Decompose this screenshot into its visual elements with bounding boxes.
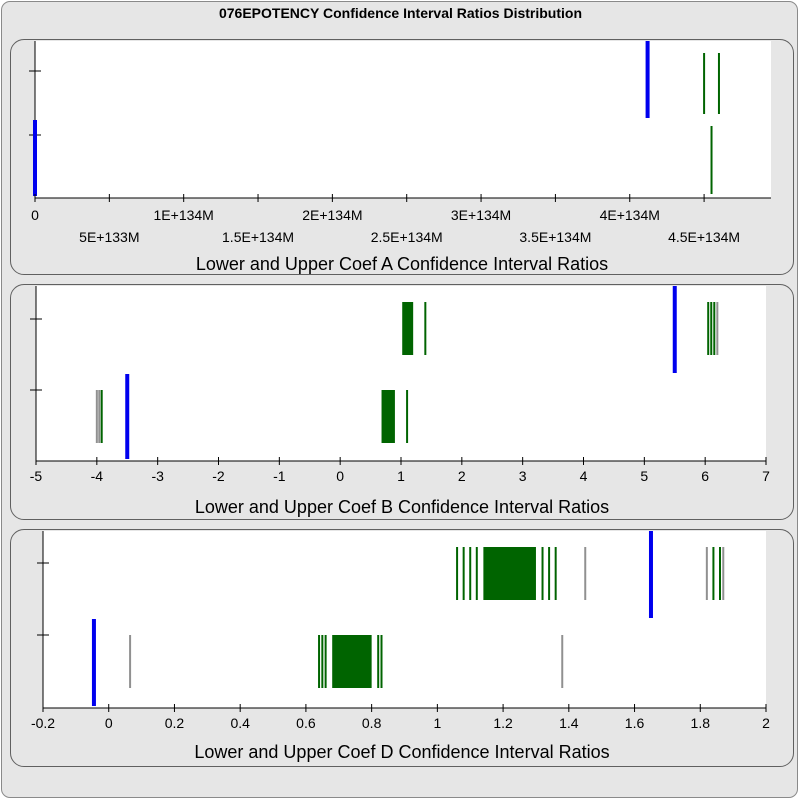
lower-ratio-band [332,635,372,688]
plot-coef-a: 0 5E+133M 1E+134M 1.5E+134M 2E+134M 2.5E+134M… [29,41,771,274]
x-tick-label: 1 [433,715,441,731]
x-tick-label: 0 [105,715,113,731]
x-axis-label: Lower and Upper Coef D Confidence Interv… [194,742,609,762]
x-tick-label: 0 [336,468,344,484]
panel-coef-a: 0 5E+133M 1E+134M 1.5E+134M 2E+134M 2.5E+134M… [10,39,794,275]
x-tick-label: 1.2 [493,715,513,731]
plot-area [35,41,771,198]
plot-area [36,286,766,461]
x-tick-label: 0 [31,207,39,223]
upper-ratio-band [483,547,536,600]
chart-title: 076EPOTENCY Confidence Interval Ratios D… [218,5,583,21]
x-tick-label: -5 [30,468,43,484]
x-tick-label: 2.5E+134M [371,229,443,245]
x-tick-label: 1.6 [625,715,645,731]
x-tick-label: 1.8 [691,715,711,731]
x-tick-label: 0.8 [362,715,382,731]
x-tick-label: 3.5E+134M [519,229,591,245]
panel-coef-d: -0.2 0 0.2 0.4 0.6 0.8 1 1.2 1.4 1.6 1.8 2 Lower and… [10,529,794,767]
x-tick-label: 1E+134M [154,207,214,223]
x-tick-label: 4 [580,468,588,484]
x-tick-label: 2E+134M [302,207,362,223]
x-axis-label: Lower and Upper Coef A Confidence Interv… [196,254,608,274]
upper-ratio-band [402,302,414,355]
panel-coef-b: -5 -4 -3 -2 -1 0 1 2 3 4 5 6 7 Lower and Upper Coef B… [10,284,794,520]
x-tick-label: 1.4 [559,715,579,731]
x-tick-label: -1 [273,468,286,484]
x-tick-label: 0.2 [165,715,185,731]
x-tick-label: 0.4 [230,715,250,731]
x-tick-label: -4 [91,468,104,484]
x-tick-label: 5 [640,468,648,484]
x-tick-label: 1.5E+134M [222,229,294,245]
x-tick-label: 4.5E+134M [668,229,740,245]
lower-ratio-band [381,390,395,443]
x-tick-label: 4E+134M [600,207,660,223]
x-tick-label: 6 [701,468,709,484]
plot-area [43,531,766,708]
plot-coef-b: -5 -4 -3 -2 -1 0 1 2 3 4 5 6 7 Lower and Upper Coef B… [30,286,770,517]
x-tick-label: -2 [212,468,225,484]
x-tick-label: 3E+134M [451,207,511,223]
x-tick-label: 0.6 [296,715,316,731]
x-tick-label: -3 [151,468,164,484]
x-axis-label: Lower and Upper Coef B Confidence Interv… [195,497,609,517]
x-tick-label: 3 [519,468,527,484]
x-tick-label: 7 [762,468,770,484]
x-tick-label: 5E+133M [79,229,139,245]
x-tick-label: 2 [762,715,770,731]
x-tick-label: 2 [458,468,466,484]
x-tick-label: 1 [397,468,405,484]
plot-coef-d: -0.2 0 0.2 0.4 0.6 0.8 1 1.2 1.4 1.6 1.8 2 Lower and… [31,531,770,762]
x-tick-label: -0.2 [31,715,55,731]
